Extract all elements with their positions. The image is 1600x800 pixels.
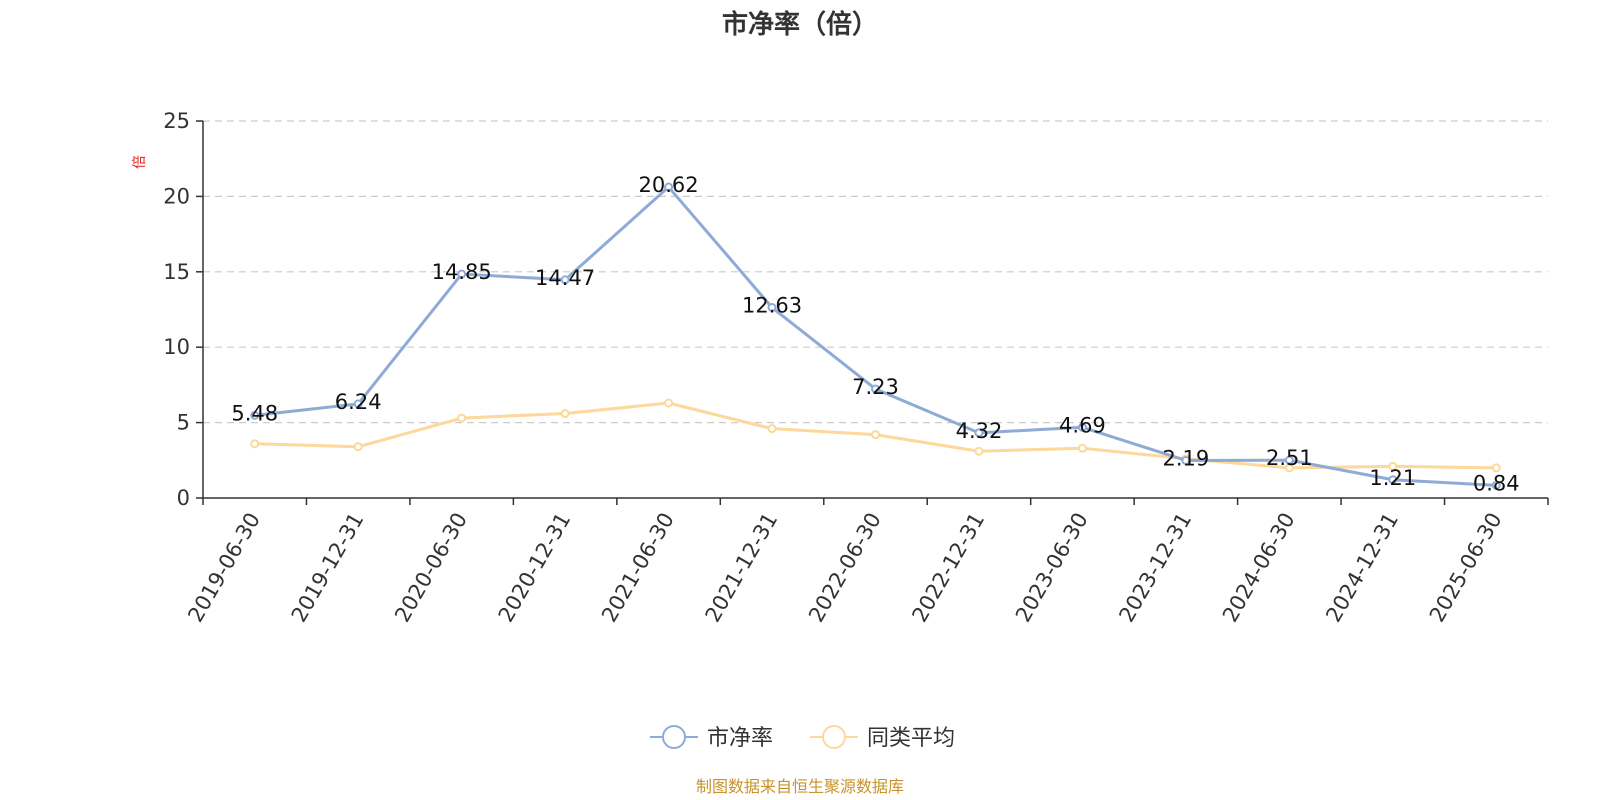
y-tick-label: 20 (163, 184, 190, 208)
chart-title: 市净率（倍） (722, 9, 878, 40)
legend-label: 市净率 (707, 726, 773, 751)
data-point (767, 303, 777, 313)
data-point (457, 413, 467, 423)
source-note: 制图数据来自恒生聚源数据库 (696, 777, 904, 796)
data-point (871, 384, 880, 394)
x-tick-label: 2025-06-30 (1425, 509, 1507, 627)
x-tick-label: 2023-12-31 (1114, 509, 1196, 627)
legend[interactable]: 市净率 同类平均 (650, 725, 955, 751)
data-point (250, 439, 260, 449)
data-point (1491, 480, 1501, 490)
data-point (974, 446, 984, 456)
data-label: 0.84 (1473, 471, 1520, 495)
y-tick-label: 15 (163, 260, 190, 284)
legend-item[interactable]: 市净率 (650, 725, 773, 751)
x-tick-label: 2022-12-31 (907, 509, 989, 627)
data-label: 4.32 (956, 419, 1003, 443)
data-point (457, 269, 467, 279)
data-label: 7.23 (852, 375, 899, 399)
legend-marker-icon (662, 725, 686, 749)
series-line (254, 185, 1497, 487)
x-tick-label: 2021-06-30 (597, 509, 679, 627)
data-point (1181, 455, 1191, 465)
data-point (353, 399, 363, 409)
data-point (560, 275, 570, 285)
data-point (1491, 463, 1501, 473)
y-tick-label: 25 (163, 109, 190, 133)
data-label: 20.62 (639, 173, 699, 197)
data-label: 5.48 (231, 401, 278, 425)
x-tick-label: 2024-12-31 (1321, 509, 1403, 627)
data-point (664, 182, 674, 192)
data-label: 14.85 (432, 260, 492, 284)
x-tick-label: 2019-06-30 (183, 509, 265, 627)
x-tick-label: 2022-06-30 (804, 509, 886, 627)
data-label: 1.21 (1369, 466, 1416, 490)
data-point (871, 430, 880, 440)
data-label: 4.69 (1059, 413, 1106, 437)
data-label: 2.19 (1163, 446, 1210, 470)
x-tick-label: 2023-06-30 (1011, 509, 1093, 627)
data-label: 6.24 (335, 390, 382, 414)
x-tick-label: 2019-12-31 (287, 509, 369, 627)
data-point (560, 409, 570, 419)
legend-item[interactable]: 同类平均 (810, 725, 955, 751)
y-tick-label: 5 (177, 411, 190, 435)
data-point (353, 442, 363, 452)
data-point (664, 398, 674, 408)
x-tick-label: 2024-06-30 (1218, 509, 1300, 627)
data-point (1077, 422, 1087, 432)
grid (203, 120, 1548, 424)
y-tick-label: 0 (177, 486, 190, 510)
x-tick-label: 2020-06-30 (390, 508, 472, 626)
data-point (1388, 461, 1398, 471)
data-labels: 5.48 6.24 14.85 14.47 20.62 12.63 7.23 4.32 4.69… (231, 173, 1519, 495)
legend-label: 同类平均 (867, 726, 955, 751)
y-tick-label: 10 (163, 335, 190, 359)
axes: 0 5 10 15 20 25 2019-06-30 2019-12-31 2020-06-30… (163, 109, 1549, 627)
data-point (1388, 475, 1398, 485)
x-tick-label: 2020-12-31 (494, 509, 576, 627)
data-label: 12.63 (742, 294, 802, 318)
legend-marker-icon (822, 725, 846, 749)
data-label: 14.47 (535, 266, 595, 290)
data-point (1077, 443, 1087, 453)
data-point (250, 410, 260, 420)
data-point (974, 428, 984, 438)
data-label: 2.51 (1266, 446, 1313, 470)
y-axis-unit: 倍 (132, 155, 148, 169)
x-tick-label: 2021-12-31 (701, 509, 783, 627)
data-point (767, 424, 777, 434)
data-point (1284, 455, 1294, 465)
series-lines (250, 182, 1501, 490)
